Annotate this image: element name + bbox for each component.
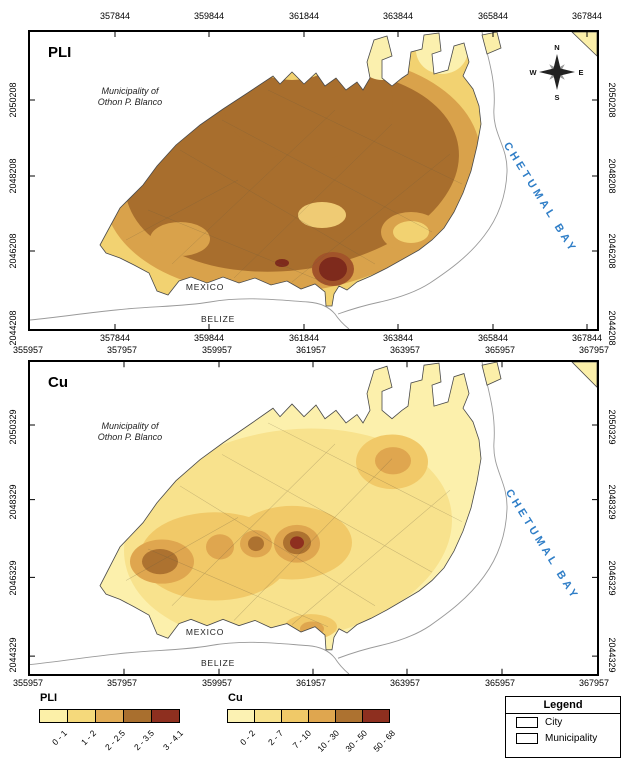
- axis-tick-label: 361844: [288, 11, 320, 21]
- municipality-line1: Municipality of: [101, 86, 159, 97]
- map-panel-cu: Cu Municipality of Othon P. Blanco CHETU…: [28, 360, 599, 676]
- belize-label: BELIZE: [200, 314, 236, 324]
- axis-tick-label: 357957: [106, 345, 138, 355]
- municipality-fragments: [481, 32, 597, 57]
- municipality-label: Municipality of Othon P. Blanco: [98, 421, 162, 443]
- coastline: [30, 362, 508, 674]
- axis-tick-label: 2046329: [607, 560, 617, 596]
- color-swatch: [95, 709, 124, 723]
- cu-surface-blobs: [124, 422, 463, 643]
- panel-title-cu: Cu: [48, 374, 68, 391]
- legend-item-label: City: [545, 717, 563, 728]
- map-panel-pli: N S E W PLI Municipality of Othon P. Bla…: [28, 30, 599, 331]
- axis-tick-label: 2050329: [607, 409, 617, 445]
- axis-tick-label: 2044329: [607, 637, 617, 673]
- color-swatch: [281, 709, 309, 723]
- color-swatch: [39, 709, 68, 723]
- axis-tick-label: 361957: [295, 678, 327, 688]
- compass-rose-icon: N S E W: [529, 43, 583, 102]
- municipality-line1: Municipality of: [101, 421, 159, 432]
- axis-tick-label: 2050208: [8, 82, 18, 118]
- tick-marks: [30, 32, 597, 329]
- municipality-label: Municipality of Othon P. Blanco: [98, 86, 162, 108]
- belize-label: BELIZE: [200, 658, 236, 668]
- axis-tick-label: 365844: [477, 11, 509, 21]
- legend-item-label: Municipality: [545, 733, 598, 744]
- axis-tick-label: 355957: [12, 678, 44, 688]
- axis-tick-label: 2050329: [8, 409, 18, 445]
- axis-tick-label: 359957: [201, 345, 233, 355]
- axis-tick-label: 361844: [288, 333, 320, 343]
- axis-tick-label: 359957: [201, 678, 233, 688]
- city-outline: [99, 362, 482, 651]
- municipality-line2: Othon P. Blanco: [97, 97, 163, 107]
- legend-item-city: City: [506, 714, 620, 730]
- axis-tick-label: 367957: [578, 678, 610, 688]
- axis-tick-label: 2046208: [8, 233, 18, 269]
- cu-color-bar: [227, 709, 390, 723]
- compass-s: S: [554, 93, 559, 102]
- color-swatch: [123, 709, 152, 723]
- axis-tick-label: 355957: [12, 345, 44, 355]
- axis-tick-label: 363844: [382, 11, 414, 21]
- pli-legend-title: PLI: [40, 692, 58, 704]
- compass-n: N: [554, 43, 559, 52]
- color-swatch: [362, 709, 390, 723]
- axis-tick-label: 361957: [295, 345, 327, 355]
- axis-tick-label: 2044329: [8, 637, 18, 673]
- legend-box: Legend City Municipality: [505, 696, 621, 758]
- city-outline: [99, 32, 482, 307]
- axis-tick-label: 357957: [106, 678, 138, 688]
- axis-tick-label: 367957: [578, 345, 610, 355]
- axis-tick-label: 2048208: [607, 158, 617, 194]
- pli-color-bar: [39, 709, 180, 723]
- axis-tick-label: 2050208: [607, 82, 617, 118]
- axis-tick-label: 365844: [477, 333, 509, 343]
- color-swatch: [227, 709, 255, 723]
- axis-tick-label: 363844: [382, 333, 414, 343]
- axis-tick-label: 357844: [99, 333, 131, 343]
- axis-tick-label: 367844: [571, 333, 603, 343]
- color-swatch: [254, 709, 282, 723]
- color-swatch: [308, 709, 336, 723]
- legend-item-municipality: Municipality: [506, 730, 620, 746]
- axis-tick-label: 365957: [484, 678, 516, 688]
- coastline: [30, 32, 508, 329]
- compass-w: W: [529, 68, 537, 77]
- axis-tick-label: 363957: [389, 678, 421, 688]
- axis-tick-label: 2048329: [8, 484, 18, 520]
- panel-title-pli: PLI: [48, 44, 72, 61]
- axis-tick-label: 2048208: [8, 158, 18, 194]
- axis-tick-label: 359844: [193, 11, 225, 21]
- cu-map-canvas: [30, 362, 597, 674]
- compass-e: E: [578, 68, 583, 77]
- municipality-line2: Othon P. Blanco: [97, 432, 163, 442]
- axis-tick-label: 2044208: [8, 310, 18, 346]
- axis-tick-label: 359844: [193, 333, 225, 343]
- cu-legend-title: Cu: [228, 692, 243, 704]
- axis-tick-label: 2048329: [607, 484, 617, 520]
- color-swatch: [335, 709, 363, 723]
- axis-tick-label: 365957: [484, 345, 516, 355]
- axis-tick-label: 367844: [571, 11, 603, 21]
- axis-tick-label: 2044208: [607, 310, 617, 346]
- municipality-symbol: [516, 733, 538, 744]
- city-symbol: [516, 717, 538, 728]
- legend-box-title: Legend: [506, 697, 620, 714]
- axis-tick-label: 2046208: [607, 233, 617, 269]
- mexico-label: MEXICO: [185, 627, 225, 637]
- axis-tick-label: 357844: [99, 11, 131, 21]
- axis-tick-label: 2046329: [8, 560, 18, 596]
- municipality-fragments: [481, 362, 597, 388]
- tick-marks: [30, 362, 597, 674]
- color-swatch: [67, 709, 96, 723]
- axis-tick-label: 363957: [389, 345, 421, 355]
- pli-map-canvas: N S E W: [30, 32, 597, 329]
- mexico-label: MEXICO: [185, 282, 225, 292]
- color-swatch: [151, 709, 180, 723]
